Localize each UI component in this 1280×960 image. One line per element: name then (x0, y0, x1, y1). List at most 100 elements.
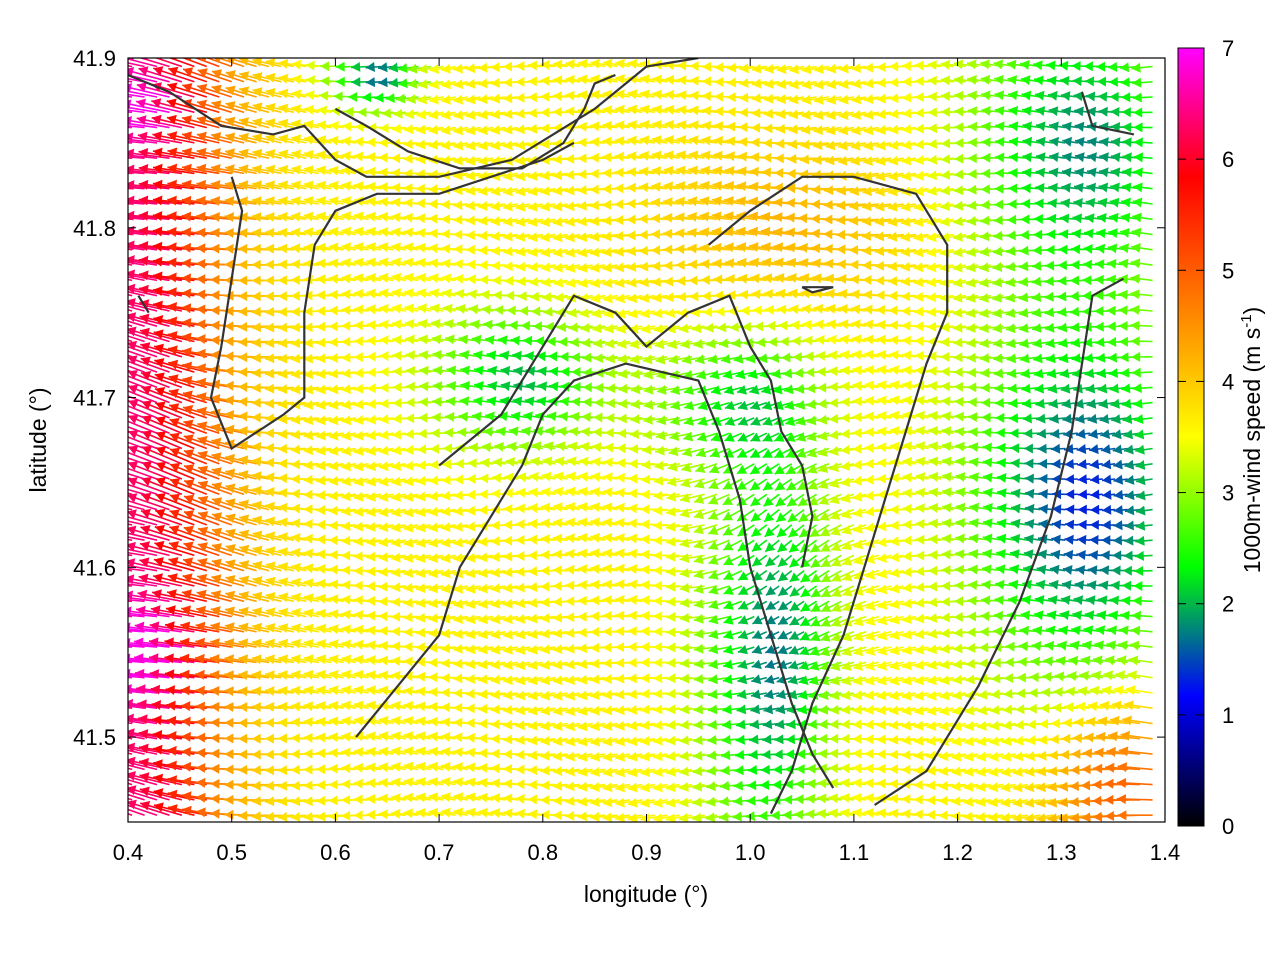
wind-arrow (877, 600, 904, 610)
wind-arrow (1133, 137, 1153, 148)
wind-arrow (277, 811, 307, 822)
wind-arrow (128, 365, 145, 373)
wind-arrow (278, 638, 307, 649)
wind-arrow (841, 675, 867, 686)
wind-arrow (378, 731, 407, 741)
wind-arrow (853, 615, 880, 627)
wind-arrow (788, 645, 805, 655)
wind-arrow (1100, 444, 1116, 455)
wind-arrow (800, 585, 818, 598)
wind-arrow (1130, 273, 1153, 284)
wind-arrow (453, 614, 481, 624)
wind-arrow (951, 721, 979, 732)
wind-arrow (238, 670, 270, 681)
wind-arrow (403, 777, 431, 788)
wind-arrow (290, 670, 319, 680)
wind-arrow (415, 746, 444, 757)
x-tick-label: 1.0 (735, 840, 766, 865)
wind-arrow (265, 592, 295, 603)
wind-arrow (840, 704, 867, 715)
wind-arrow (527, 765, 556, 776)
wind-arrow (1064, 534, 1078, 545)
wind-arrow (440, 777, 469, 787)
wind-arrow (708, 674, 730, 685)
wind-arrow (527, 705, 556, 716)
wind-arrow (278, 607, 307, 618)
wind-arrow (128, 477, 133, 480)
wind-arrow (341, 624, 369, 635)
wind-arrow (490, 674, 518, 685)
wind-arrow (693, 584, 718, 594)
wind-arrow (1062, 565, 1079, 575)
wind-arrow (167, 573, 208, 587)
wind-arrow (1135, 535, 1153, 546)
wind-arrow (602, 767, 631, 778)
wind-arrow (391, 793, 419, 803)
wind-arrow (665, 797, 693, 808)
wind-arrow (239, 529, 270, 541)
wind-arrow (1135, 490, 1153, 501)
wind-arrow (303, 701, 332, 712)
wind-arrow (1064, 474, 1078, 485)
wind-arrow (440, 643, 469, 654)
wind-arrow (889, 705, 917, 716)
wind-arrow (800, 570, 818, 583)
colorbar-tick-label: 5 (1222, 258, 1234, 283)
wind-arrow (128, 804, 158, 816)
wind-arrow (1131, 351, 1153, 362)
wind-arrow (1087, 137, 1103, 147)
wind-arrow (1049, 136, 1066, 147)
wind-arrow (888, 734, 917, 745)
wind-arrow (415, 731, 444, 742)
wind-arrow (278, 670, 307, 680)
wind-arrow (751, 644, 768, 655)
wind-arrow (128, 492, 133, 496)
wind-arrow (1112, 444, 1128, 455)
x-tick-label: 1.1 (839, 840, 870, 865)
wind-arrow (829, 704, 854, 715)
wind-arrow (750, 524, 768, 538)
wind-arrow (265, 638, 295, 649)
wind-arrow (133, 637, 182, 648)
wind-arrow (502, 719, 531, 730)
wind-arrow (251, 670, 282, 681)
wind-arrow (515, 720, 543, 731)
wind-arrow (1037, 458, 1054, 469)
wind-arrow (1132, 197, 1153, 208)
wind-arrow (353, 654, 382, 665)
wind-arrow (752, 600, 768, 611)
wind-arrow (502, 734, 531, 745)
wind-arrow (1117, 762, 1153, 773)
wind-arrow (830, 661, 855, 671)
wind-arrow (265, 561, 295, 572)
wind-arrow (842, 585, 867, 597)
wind-arrow (453, 762, 481, 773)
wind-arrow (378, 762, 406, 773)
wind-arrow (128, 718, 158, 725)
wind-arrow (328, 700, 357, 711)
wind-arrow (341, 747, 369, 758)
wind-arrow (128, 80, 133, 83)
wind-arrow (316, 623, 344, 634)
wind-arrow (799, 615, 817, 627)
wind-arrow (341, 685, 369, 695)
wind-arrow (988, 812, 1016, 822)
wind-arrow (251, 811, 282, 822)
wind-arrow (615, 736, 643, 747)
wind-arrow (1074, 580, 1091, 591)
wind-arrow (1074, 121, 1091, 132)
wind-arrow (1097, 716, 1128, 727)
wind-arrow (183, 541, 220, 557)
wind-arrow (290, 717, 319, 728)
wind-arrow (490, 719, 518, 730)
wind-arrow (128, 309, 133, 312)
wind-arrow (128, 713, 170, 725)
wind-arrow (1051, 534, 1066, 545)
wind-arrow (1064, 519, 1078, 530)
wind-arrow (763, 689, 780, 700)
wind-arrow (722, 674, 743, 685)
wind-arrow (901, 705, 929, 716)
wind-arrow (527, 629, 556, 640)
wind-arrow (1013, 767, 1041, 777)
wind-arrow (416, 716, 444, 727)
